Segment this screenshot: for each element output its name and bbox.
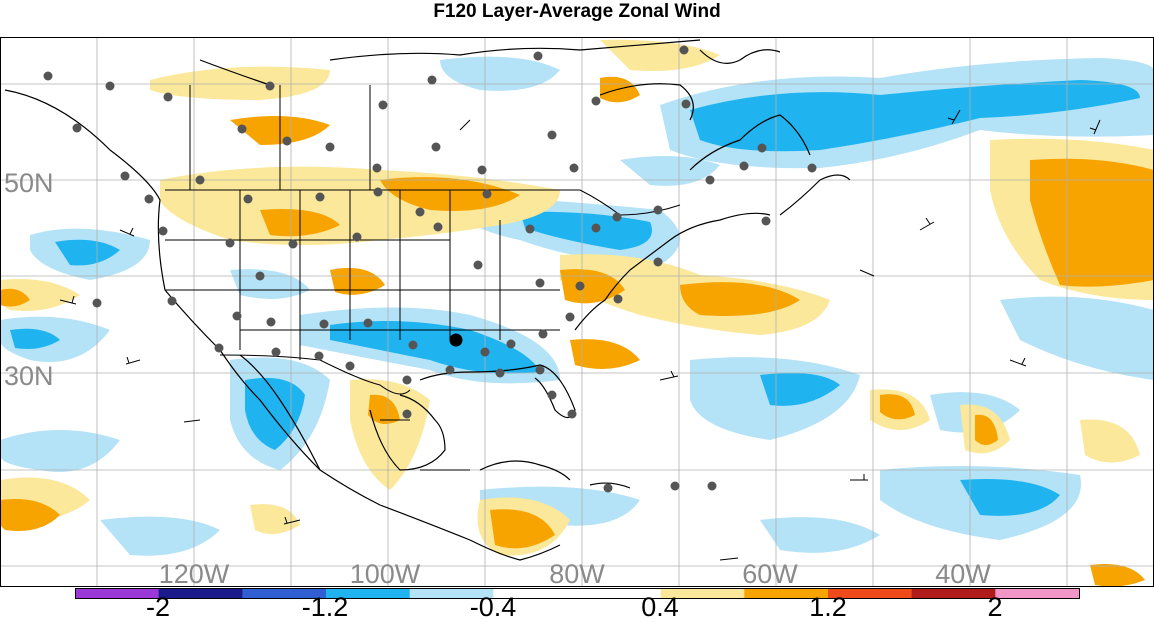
lon-label-60w: 60W <box>742 559 798 587</box>
graticule <box>0 37 1154 587</box>
wind-barbs <box>59 109 1101 561</box>
lon-label-40w: 40W <box>935 559 991 587</box>
coastlines <box>4 39 851 561</box>
zonal-wind-map: 50N 30N 120W 100W 80W 60W 40W <box>0 37 1154 587</box>
colorbar-tick-label: -1.2 <box>301 592 349 622</box>
lon-label-120w: 120W <box>159 559 230 587</box>
colorbar-swatch <box>828 588 913 599</box>
lon-label-80w: 80W <box>549 559 605 587</box>
colorbar-tick-label: 0.4 <box>641 592 679 622</box>
political-boundaries <box>165 85 681 471</box>
colorbar-tick-label: -0.4 <box>469 592 517 622</box>
colorbar-swatch <box>660 588 745 599</box>
lat-label-30n: 30N <box>4 361 54 391</box>
colorbar <box>75 588 1080 599</box>
colorbar-swatch <box>409 588 494 599</box>
colorbar-swatch <box>493 588 578 599</box>
lat-label-50n: 50N <box>4 168 54 198</box>
station-dots <box>43 45 817 493</box>
colorbar-swatch <box>577 588 662 599</box>
colorbar-tick-label: -2 <box>145 592 171 622</box>
colorbar-swatch <box>242 588 327 599</box>
colorbar-tick-label: 2 <box>987 592 1003 622</box>
lon-label-100w: 100W <box>350 559 421 587</box>
colorbar-swatch <box>158 588 243 599</box>
map-title: F120 Layer-Average Zonal Wind <box>433 1 721 22</box>
colorbar-swatch <box>995 588 1080 599</box>
blue-field <box>10 80 1140 516</box>
colorbar-tick-label: 1.2 <box>809 592 847 622</box>
colorbar-swatch <box>911 588 996 599</box>
colorbar-swatch <box>326 588 411 599</box>
colorbar-frame <box>75 588 1080 599</box>
colorbar-swatches <box>75 588 1080 599</box>
colorbar-swatch <box>744 588 829 599</box>
colorbar-swatch <box>75 588 160 599</box>
